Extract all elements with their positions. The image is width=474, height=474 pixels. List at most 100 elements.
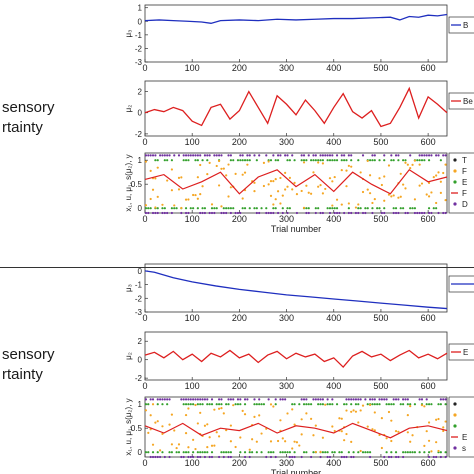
data-point <box>161 451 164 454</box>
data-point <box>248 159 251 162</box>
data-point <box>196 176 199 179</box>
x-tick-label: 400 <box>326 313 341 323</box>
data-point <box>243 451 247 454</box>
data-point <box>305 159 308 162</box>
data-point <box>253 181 256 184</box>
data-point <box>378 403 381 406</box>
x-tick-label: 0 <box>142 381 147 391</box>
data-point <box>394 207 398 210</box>
data-point <box>406 163 409 166</box>
data-point <box>305 403 308 406</box>
data-point <box>347 211 350 215</box>
data-point <box>154 206 157 209</box>
data-point <box>170 451 173 454</box>
data-point <box>425 430 428 433</box>
data-point <box>279 154 282 157</box>
data-point <box>312 451 315 454</box>
data-point <box>404 159 407 162</box>
data-point <box>203 451 207 454</box>
data-point <box>217 435 221 438</box>
data-point <box>328 211 332 215</box>
legend-label: D <box>462 200 468 209</box>
data-point <box>385 403 388 406</box>
data-point <box>151 451 155 454</box>
data-point <box>373 198 376 201</box>
data-point <box>399 172 402 175</box>
data-point <box>293 423 296 426</box>
data-point <box>239 211 242 215</box>
data-point <box>383 159 386 162</box>
data-point <box>444 451 447 454</box>
data-point <box>196 398 199 401</box>
data-point <box>390 455 393 459</box>
data-point <box>267 183 270 186</box>
data-point <box>206 398 209 401</box>
data-point <box>199 411 202 414</box>
data-point <box>314 450 317 454</box>
x-axis-label: Trial number <box>271 224 321 234</box>
data-point <box>385 437 388 440</box>
data-point <box>229 398 232 401</box>
data-point <box>376 207 379 210</box>
data-point <box>430 154 433 157</box>
data-point <box>345 169 348 172</box>
data-point <box>239 403 242 406</box>
data-point <box>149 154 152 157</box>
data-point <box>284 451 287 454</box>
data-point <box>217 407 221 410</box>
section-divider <box>0 267 474 268</box>
data-point <box>156 451 159 454</box>
data-point <box>444 199 447 202</box>
data-point <box>170 207 173 210</box>
data-point <box>371 403 374 406</box>
data-point <box>335 403 339 406</box>
data-point <box>439 455 442 459</box>
data-point <box>227 163 230 166</box>
data-point <box>288 207 291 210</box>
data-point <box>409 440 412 443</box>
data-point <box>168 398 171 401</box>
data-point <box>373 403 376 406</box>
data-point <box>366 188 369 191</box>
data-point <box>371 211 374 215</box>
data-point <box>411 451 414 454</box>
data-point <box>234 445 237 449</box>
data-point <box>265 211 268 215</box>
data-point <box>423 451 426 454</box>
legend-label: E <box>462 178 467 187</box>
legend-label: E <box>463 348 468 357</box>
data-point <box>302 451 306 454</box>
data-point <box>225 211 228 215</box>
data-point <box>394 451 398 454</box>
data-point <box>232 398 235 401</box>
legend-label: E <box>462 433 467 442</box>
data-point <box>284 440 287 443</box>
x-tick-label: 0 <box>142 63 147 73</box>
x-tick-label: 500 <box>373 381 388 391</box>
data-point <box>229 455 232 459</box>
data-point <box>232 159 235 162</box>
data-point <box>170 413 173 416</box>
series-line <box>144 349 448 369</box>
x-tick-label: 600 <box>421 214 436 224</box>
data-point <box>222 167 225 170</box>
data-point <box>373 154 376 157</box>
data-point <box>418 154 421 157</box>
data-point <box>357 207 360 210</box>
data-point <box>432 176 435 179</box>
data-point <box>177 451 181 454</box>
data-point <box>347 207 350 210</box>
data-point <box>220 211 223 215</box>
data-point <box>387 455 391 459</box>
data-point <box>333 451 336 454</box>
data-point <box>258 398 261 401</box>
data-point <box>253 154 256 157</box>
data-point <box>357 211 360 215</box>
legend-label: Be <box>463 97 473 106</box>
data-point <box>364 211 367 215</box>
data-point <box>220 398 223 401</box>
data-point <box>225 207 228 210</box>
data-point <box>305 184 308 187</box>
data-point <box>177 443 181 446</box>
data-point <box>222 451 225 454</box>
